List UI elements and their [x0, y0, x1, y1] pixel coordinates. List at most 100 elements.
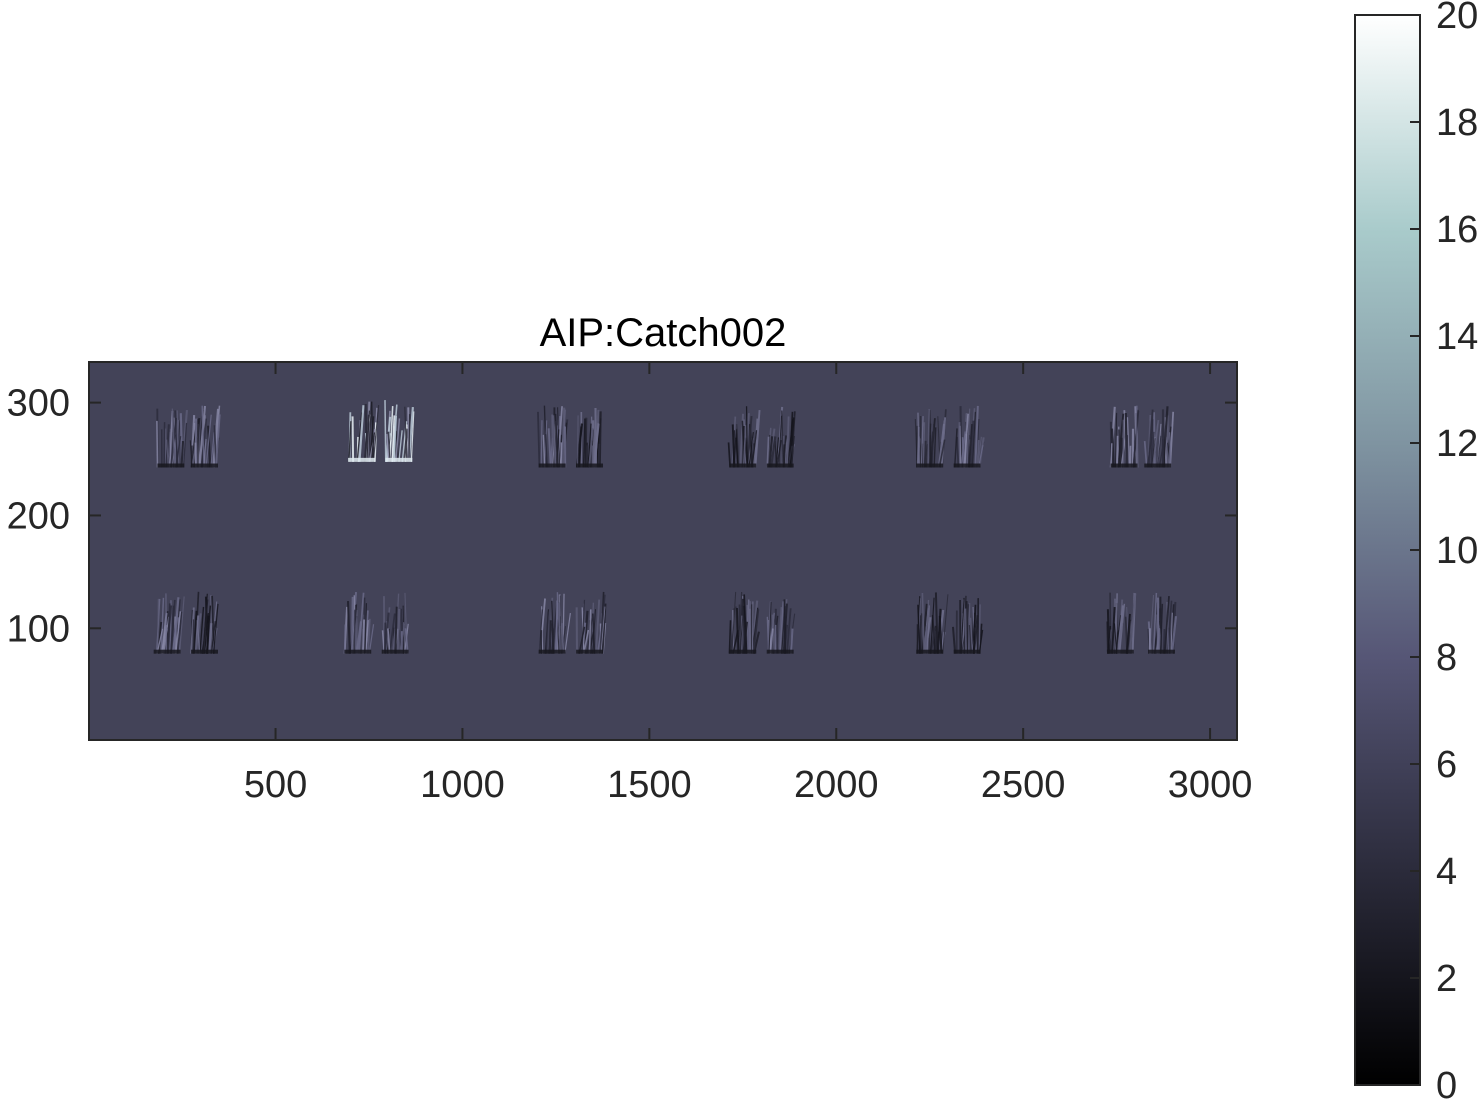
burst-streak	[171, 613, 178, 654]
burst-streak	[1110, 428, 1115, 468]
burst-base	[344, 649, 372, 654]
burst-streak	[934, 592, 939, 654]
burst-streak	[1151, 419, 1160, 468]
burst-streak	[966, 408, 971, 468]
burst-base	[1148, 649, 1175, 654]
burst-streak	[923, 440, 927, 468]
burst-streak	[368, 624, 375, 654]
burst-streak	[971, 411, 976, 468]
burst-streak	[1111, 607, 1116, 654]
colorbar-tick-label: 6	[1436, 744, 1457, 786]
heatmap-burst	[953, 405, 985, 468]
burst-streak	[953, 428, 958, 468]
burst-streak	[968, 625, 972, 654]
burst-streak	[938, 439, 946, 468]
heatmap-burst	[384, 400, 415, 462]
burst-streak	[1135, 413, 1138, 468]
x-tick-label: 3000	[1168, 764, 1253, 806]
burst-streak	[389, 405, 394, 462]
burst-streak	[396, 608, 401, 654]
burst-streak	[182, 422, 188, 468]
burst-streak	[751, 430, 758, 468]
colorbar-tick-label: 12	[1436, 423, 1478, 465]
burst-base	[538, 649, 566, 654]
burst-streak	[356, 412, 363, 462]
burst-streak	[348, 421, 352, 462]
burst-base	[953, 463, 981, 468]
burst-streak	[1126, 619, 1132, 654]
burst-streak	[410, 411, 415, 462]
burst-base	[1110, 463, 1138, 468]
heatmap-burst	[575, 407, 604, 468]
burst-streak	[1114, 412, 1118, 468]
burst-streak	[930, 597, 935, 654]
burst-base	[157, 463, 185, 468]
heatmap-burst	[1143, 406, 1175, 468]
burst-streak	[769, 436, 777, 468]
burst-streak	[592, 609, 597, 654]
burst-streak	[742, 621, 749, 654]
burst-streak	[1110, 443, 1113, 468]
x-tick-label: 500	[244, 764, 307, 806]
burst-streak	[212, 603, 219, 654]
colorbar-tick-label: 14	[1436, 316, 1478, 358]
colorbar-axis: 0 2 4 6 8 10 12 14 16 18 20	[1410, 0, 1478, 1103]
colorbar-tick-label: 10	[1436, 530, 1478, 572]
burst-streak	[196, 620, 201, 654]
burst-streak	[789, 417, 795, 468]
burst-base	[153, 649, 181, 654]
burst-streak	[561, 407, 566, 468]
burst-streak	[202, 599, 209, 654]
burst-streak	[931, 424, 935, 468]
y-axis: 100 200 300	[7, 383, 1237, 650]
burst-streak	[387, 628, 391, 654]
burst-base	[191, 463, 218, 468]
burst-streak	[1146, 436, 1153, 468]
burst-base	[576, 463, 604, 468]
heatmap-burst	[537, 405, 569, 468]
burst-streak	[388, 613, 396, 654]
burst-streak	[1117, 413, 1125, 468]
burst-streak	[768, 436, 774, 468]
burst-streak	[175, 434, 179, 468]
burst-streak	[735, 606, 739, 654]
burst-streak	[180, 440, 185, 468]
burst-streak	[555, 609, 559, 654]
burst-streak	[738, 591, 743, 654]
burst-streak	[974, 405, 979, 468]
burst-streak	[542, 434, 546, 468]
heatmap-burst	[727, 406, 761, 468]
burst-streak	[786, 608, 792, 654]
burst-streak	[362, 619, 366, 654]
burst-streak	[588, 609, 592, 654]
burst-streak	[176, 611, 183, 654]
burst-streak	[731, 591, 737, 654]
burst-streak	[168, 410, 174, 468]
burst-streak	[969, 617, 974, 654]
burst-streak	[960, 431, 966, 468]
burst-streak	[391, 415, 396, 462]
burst-streak	[779, 601, 785, 654]
burst-base	[729, 463, 757, 468]
burst-streak	[778, 415, 783, 468]
burst-streak	[951, 626, 957, 654]
burst-streak	[210, 432, 215, 468]
burst-streak	[917, 604, 921, 654]
burst-streak	[777, 607, 783, 654]
burst-streak	[972, 604, 977, 654]
burst-streak	[956, 436, 960, 468]
burst-streak	[967, 423, 974, 468]
burst-streak	[157, 598, 159, 654]
colorbar-tick-label: 16	[1436, 209, 1478, 251]
burst-streak	[1170, 612, 1173, 654]
burst-base	[385, 457, 413, 462]
heatmap-background	[89, 362, 1237, 740]
burst-streak	[561, 623, 565, 654]
burst-streak	[1109, 592, 1112, 654]
burst-streak	[598, 411, 602, 468]
burst-streak	[927, 409, 930, 468]
burst-streak	[1147, 409, 1154, 468]
burst-streak	[174, 611, 182, 654]
heatmap-plot: 500 1000 1500 2000 2500 3000 100 200 300	[7, 361, 1253, 806]
x-tick-label: 2500	[981, 764, 1066, 806]
